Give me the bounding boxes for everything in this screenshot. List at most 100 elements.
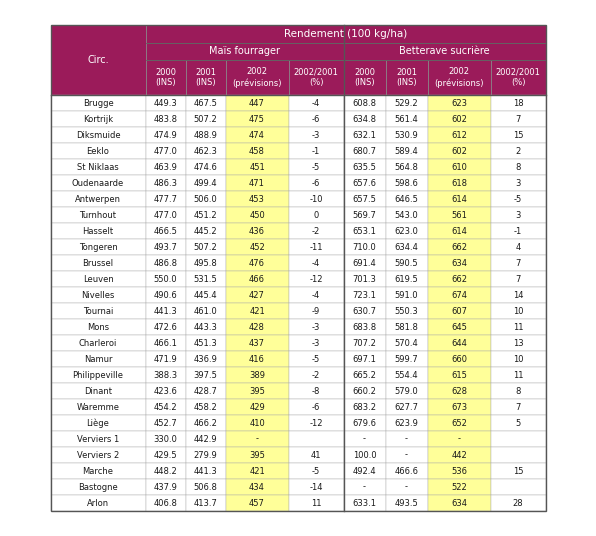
Text: Rendement (100 kg/ha): Rendement (100 kg/ha) [284, 29, 407, 39]
Text: -: - [458, 435, 461, 443]
Bar [386, 479, 427, 495]
Bar [343, 479, 386, 495]
Bar [427, 255, 491, 271]
Bar [51, 463, 145, 479]
Text: 630.7: 630.7 [352, 307, 377, 316]
Text: 451: 451 [249, 162, 265, 172]
Bar [185, 239, 225, 255]
Bar [343, 447, 386, 463]
Text: -1: -1 [514, 227, 522, 235]
Bar [288, 287, 343, 303]
Bar [427, 335, 491, 351]
Text: -3: -3 [312, 339, 320, 347]
Text: -: - [405, 482, 408, 492]
Text: 413.7: 413.7 [194, 498, 218, 508]
Bar [427, 60, 491, 95]
Text: 507.2: 507.2 [194, 242, 218, 251]
Text: 7: 7 [516, 403, 521, 412]
Text: 691.4: 691.4 [353, 258, 377, 267]
Bar [225, 367, 288, 383]
Bar [288, 399, 343, 415]
Text: -12: -12 [309, 274, 323, 284]
Bar [51, 287, 145, 303]
Text: 434: 434 [249, 482, 265, 492]
Bar [185, 111, 225, 127]
Text: 529.2: 529.2 [395, 99, 418, 108]
Text: 2000
(INS): 2000 (INS) [354, 68, 375, 87]
Bar [386, 383, 427, 399]
Bar [386, 271, 427, 287]
Bar [145, 367, 185, 383]
Text: 623.0: 623.0 [395, 227, 418, 235]
Text: 550.0: 550.0 [154, 274, 178, 284]
Text: 449.3: 449.3 [154, 99, 178, 108]
Bar [185, 271, 225, 287]
Bar [145, 287, 185, 303]
Bar [386, 60, 427, 95]
Text: 602: 602 [451, 115, 467, 123]
Text: 492.4: 492.4 [353, 466, 376, 475]
Bar [51, 399, 145, 415]
Bar [427, 111, 491, 127]
Text: 645: 645 [451, 323, 467, 331]
Text: 395: 395 [249, 386, 265, 396]
Text: 493.7: 493.7 [154, 242, 178, 251]
Text: 660.2: 660.2 [353, 386, 377, 396]
Bar [288, 463, 343, 479]
Bar [225, 191, 288, 207]
Bar [225, 287, 288, 303]
Text: 10: 10 [513, 354, 523, 363]
Bar [51, 175, 145, 191]
Text: 657.6: 657.6 [352, 178, 377, 188]
Text: 662: 662 [451, 242, 467, 251]
Text: -2: -2 [312, 370, 320, 379]
Text: 652: 652 [451, 419, 467, 428]
Bar [145, 95, 185, 111]
Bar [491, 367, 545, 383]
Bar [225, 223, 288, 239]
Bar [427, 143, 491, 159]
Text: 463.9: 463.9 [154, 162, 178, 172]
Bar [225, 175, 288, 191]
Text: 100.0: 100.0 [353, 450, 376, 459]
Bar [343, 383, 386, 399]
Bar [427, 383, 491, 399]
Bar [51, 335, 145, 351]
Text: 710.0: 710.0 [353, 242, 377, 251]
Bar [145, 223, 185, 239]
Text: 429: 429 [249, 403, 265, 412]
Text: 662: 662 [451, 274, 467, 284]
Bar [145, 25, 545, 43]
Bar [185, 463, 225, 479]
Text: 472.6: 472.6 [154, 323, 178, 331]
Text: 466.1: 466.1 [154, 339, 178, 347]
Bar [427, 319, 491, 335]
Bar [288, 143, 343, 159]
Text: 436: 436 [249, 227, 265, 235]
Text: 389: 389 [249, 370, 265, 379]
Bar [343, 143, 386, 159]
Text: 41: 41 [311, 450, 321, 459]
Bar [185, 223, 225, 239]
Bar [51, 351, 145, 367]
Text: -5: -5 [312, 354, 320, 363]
Bar [145, 143, 185, 159]
Text: 679.6: 679.6 [352, 419, 377, 428]
Bar [288, 303, 343, 319]
Text: 653.1: 653.1 [353, 227, 377, 235]
Bar [288, 191, 343, 207]
Bar [386, 303, 427, 319]
Text: 618: 618 [451, 178, 467, 188]
Text: 635.5: 635.5 [353, 162, 377, 172]
Text: 581.8: 581.8 [395, 323, 418, 331]
Bar [343, 60, 386, 95]
Text: 589.4: 589.4 [395, 146, 418, 155]
Bar [386, 495, 427, 511]
Bar [427, 431, 491, 447]
Text: 490.6: 490.6 [154, 291, 178, 300]
Bar [145, 255, 185, 271]
Bar [225, 415, 288, 431]
Bar [491, 495, 545, 511]
Bar [225, 159, 288, 175]
Bar [288, 239, 343, 255]
